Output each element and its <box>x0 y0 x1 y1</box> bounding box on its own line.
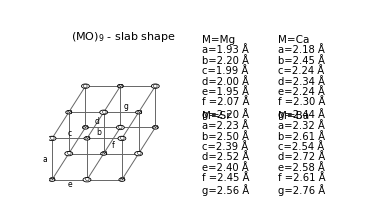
Circle shape <box>65 151 73 156</box>
Text: a=2.18 Å: a=2.18 Å <box>278 45 325 55</box>
Text: f =2.61 Å: f =2.61 Å <box>278 173 326 183</box>
Circle shape <box>100 110 108 115</box>
Circle shape <box>83 178 91 182</box>
Circle shape <box>66 111 72 114</box>
Text: e=1.95 Å: e=1.95 Å <box>202 87 249 97</box>
Text: c: c <box>67 129 72 138</box>
Text: M: M <box>49 177 54 182</box>
Circle shape <box>116 125 124 130</box>
Text: e=2.24 Å: e=2.24 Å <box>278 87 325 97</box>
Text: O: O <box>101 110 106 115</box>
Circle shape <box>117 85 123 88</box>
Text: (MO)$_9$ - slab shape: (MO)$_9$ - slab shape <box>71 30 176 44</box>
Text: O: O <box>66 151 71 156</box>
Text: M: M <box>136 110 141 115</box>
Text: b=2.45 Å: b=2.45 Å <box>278 56 325 66</box>
Text: f: f <box>112 141 115 150</box>
Text: g=2.20 Å: g=2.20 Å <box>202 108 250 120</box>
Circle shape <box>119 178 125 181</box>
Text: g=2.76 Å: g=2.76 Å <box>278 184 326 196</box>
Circle shape <box>118 136 126 141</box>
Text: d=2.72 Å: d=2.72 Å <box>278 152 326 162</box>
Text: M=Sr: M=Sr <box>202 111 231 121</box>
Text: O: O <box>153 84 158 89</box>
Text: c=1.99 Å: c=1.99 Å <box>202 66 249 76</box>
Text: d=2.34 Å: d=2.34 Å <box>278 76 325 87</box>
Circle shape <box>82 126 89 129</box>
Text: f =2.30 Å: f =2.30 Å <box>278 97 326 108</box>
Text: c=2.39 Å: c=2.39 Å <box>202 142 249 152</box>
Text: c=2.54 Å: c=2.54 Å <box>278 142 325 152</box>
Circle shape <box>82 84 89 88</box>
Text: a=2.32 Å: a=2.32 Å <box>278 121 325 131</box>
Text: d=2.00 Å: d=2.00 Å <box>202 76 249 87</box>
Circle shape <box>84 137 90 140</box>
Text: M: M <box>66 110 71 115</box>
Text: O: O <box>83 84 88 89</box>
Text: M=Mg: M=Mg <box>202 35 236 45</box>
Text: b=2.50 Å: b=2.50 Å <box>202 131 249 141</box>
Text: f =2.45 Å: f =2.45 Å <box>202 173 250 183</box>
Text: e=2.40 Å: e=2.40 Å <box>202 163 249 173</box>
Circle shape <box>135 151 143 156</box>
Text: O: O <box>85 177 89 182</box>
Text: g=2.44 Å: g=2.44 Å <box>278 108 325 120</box>
Text: b=2.61 Å: b=2.61 Å <box>278 131 325 141</box>
Text: c=2.24 Å: c=2.24 Å <box>278 66 325 76</box>
Text: d: d <box>94 117 99 126</box>
Text: M: M <box>84 136 90 141</box>
Text: M: M <box>83 125 88 130</box>
Text: M=Ca: M=Ca <box>278 35 310 45</box>
Text: g=2.56 Å: g=2.56 Å <box>202 184 250 196</box>
Circle shape <box>151 84 159 88</box>
Text: e: e <box>67 180 72 189</box>
Text: b: b <box>96 128 101 138</box>
Circle shape <box>49 178 55 181</box>
Circle shape <box>101 152 107 155</box>
Text: O: O <box>136 151 141 156</box>
Text: d=2.52 Å: d=2.52 Å <box>202 152 250 162</box>
Text: e=2.58 Å: e=2.58 Å <box>278 163 325 173</box>
Text: a=2.23 Å: a=2.23 Å <box>202 121 249 131</box>
Circle shape <box>48 136 56 141</box>
Text: a=1.93 Å: a=1.93 Å <box>202 45 249 55</box>
Text: M: M <box>101 151 106 156</box>
Text: M: M <box>119 177 125 182</box>
Text: M: M <box>118 84 123 89</box>
Text: M: M <box>153 125 158 130</box>
Text: M=Ba: M=Ba <box>278 111 310 121</box>
Text: g: g <box>123 102 128 111</box>
Text: b=2.20 Å: b=2.20 Å <box>202 56 249 66</box>
Circle shape <box>136 111 142 114</box>
Text: O: O <box>50 136 54 141</box>
Text: f =2.07 Å: f =2.07 Å <box>202 97 250 108</box>
Circle shape <box>152 126 158 129</box>
Text: a: a <box>42 155 47 164</box>
Text: O: O <box>120 136 124 141</box>
Text: O: O <box>118 125 123 130</box>
